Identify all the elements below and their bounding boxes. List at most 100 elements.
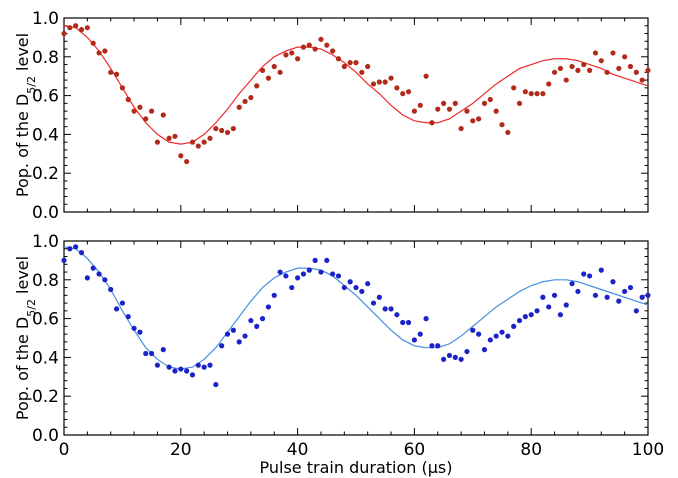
data-point (143, 116, 149, 122)
data-point (476, 331, 482, 337)
data-point (446, 106, 453, 112)
data-point (102, 277, 108, 283)
y-tick-label: 0.0 (32, 426, 59, 446)
data-point (289, 50, 295, 56)
data-point (429, 120, 435, 126)
panel-bottom: 0 20 40 60 80 100 0.0 0.2 0.4 0.6 0.8 1.0 Pop. of th… (13, 232, 664, 477)
data-point (645, 292, 651, 298)
data-point (598, 267, 604, 273)
data-point (160, 347, 166, 353)
data-point (78, 27, 85, 33)
data-point (423, 316, 429, 322)
data-point (166, 364, 172, 370)
data-point (312, 257, 318, 263)
data-point (359, 288, 365, 295)
data-point (464, 348, 470, 355)
data-point (90, 265, 96, 271)
data-point (131, 108, 137, 114)
data-point (224, 331, 231, 337)
data-point (516, 100, 523, 106)
data-point (178, 153, 184, 159)
data-point (295, 275, 301, 281)
data-point (248, 94, 254, 101)
data-point (295, 56, 301, 62)
y-tick-label: 0.0 (32, 203, 59, 223)
data-point (259, 67, 266, 73)
data-point (563, 302, 569, 308)
data-point (365, 281, 371, 287)
data-point (388, 306, 394, 312)
y-axis-label: Pop. of the D5/2 level (13, 256, 38, 420)
data-point (330, 48, 336, 54)
data-point (236, 104, 242, 110)
data-point (435, 106, 441, 112)
data-point (306, 42, 312, 48)
data-point (113, 306, 120, 312)
data-point (166, 135, 172, 141)
data-point (73, 23, 79, 29)
data-point (207, 362, 213, 368)
data-point (528, 91, 534, 97)
data-point (592, 50, 599, 56)
data-point (627, 63, 634, 70)
data-point (189, 372, 196, 378)
data-point (557, 312, 564, 318)
data-point (154, 139, 161, 145)
data-point (207, 135, 213, 141)
data-point (382, 306, 388, 312)
data-point (446, 352, 453, 359)
data-point (195, 143, 201, 149)
data-point (499, 122, 505, 128)
data-point (137, 329, 143, 335)
data-point (189, 139, 196, 145)
data-point (154, 362, 161, 368)
data-point (84, 275, 90, 281)
data-point (96, 271, 102, 277)
y-axis-label: Pop. of the D5/2 level (13, 33, 38, 197)
data-point (289, 284, 295, 291)
data-point (265, 75, 271, 81)
y-tick-label: 0.4 (32, 125, 59, 145)
data-point (610, 50, 616, 56)
data-point (254, 323, 260, 329)
data-point (400, 319, 406, 326)
data-point (400, 91, 406, 97)
data-point (149, 108, 155, 114)
data-point (90, 40, 96, 46)
data-point (528, 312, 534, 318)
data-point (534, 308, 540, 314)
data-point (300, 44, 307, 50)
data-point (230, 327, 236, 333)
data-point (271, 292, 277, 298)
data-point (160, 112, 166, 118)
data-point (376, 294, 382, 300)
data-point (125, 96, 131, 103)
data-point (108, 286, 114, 293)
data-point (394, 85, 400, 91)
x-tick-label: 80 (520, 440, 542, 460)
data-point (411, 337, 417, 343)
data-point (236, 339, 242, 345)
data-point (184, 158, 190, 165)
data-point (546, 304, 552, 310)
data-point (353, 284, 359, 291)
data-point (458, 125, 464, 132)
data-point (108, 69, 114, 75)
data-point (627, 284, 634, 291)
data-point (487, 96, 493, 103)
data-point (481, 347, 488, 353)
data-point (405, 319, 412, 326)
data-point (330, 271, 336, 277)
data-point (335, 56, 342, 62)
x-tick-label: 20 (170, 440, 192, 460)
data-point (149, 350, 155, 357)
y-tick-label: 0.6 (32, 87, 59, 107)
data-point (277, 269, 283, 275)
data-point (248, 317, 254, 324)
y-tick-label: 0.2 (32, 387, 59, 407)
data-point (335, 273, 342, 279)
data-point (604, 69, 610, 75)
plot-frame (63, 240, 649, 436)
data-point (505, 129, 511, 136)
y-tick-label: 0.8 (32, 48, 59, 68)
